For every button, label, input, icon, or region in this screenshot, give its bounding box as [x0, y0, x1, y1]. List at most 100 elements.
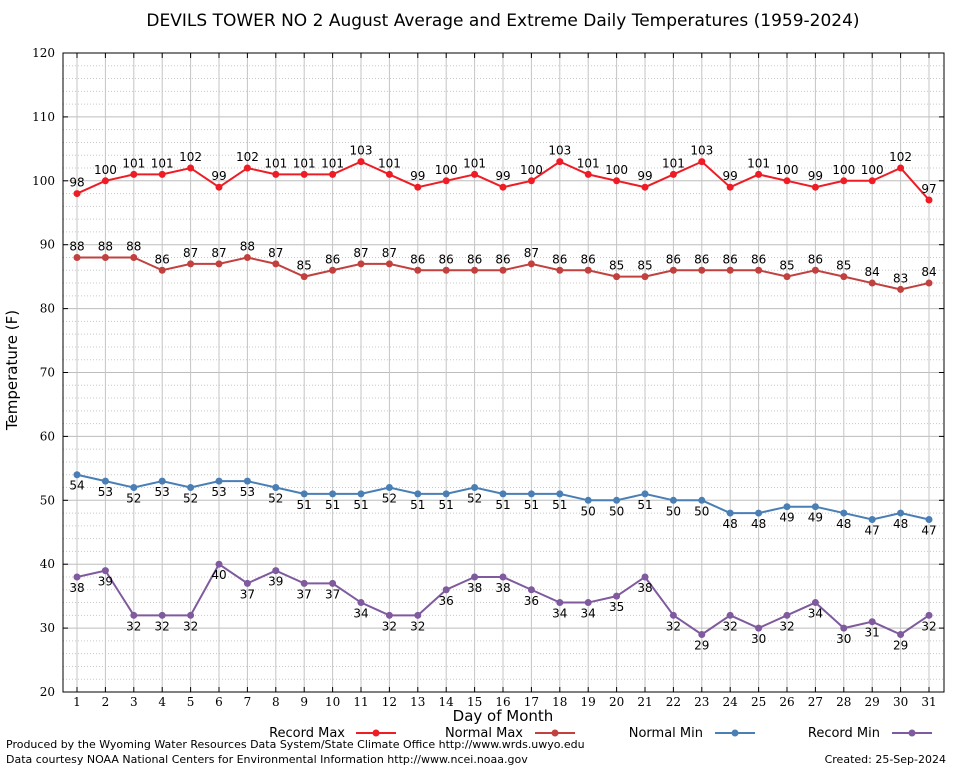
y-tick-label: 50 — [40, 493, 55, 507]
record-max-point — [811, 183, 819, 191]
x-tick-label: 17 — [524, 695, 539, 709]
normal-max-data-label: 88 — [126, 239, 141, 253]
x-tick-label: 8 — [272, 695, 280, 709]
normal-min-point — [329, 490, 337, 498]
x-tick-label: 7 — [244, 695, 252, 709]
normal-max-data-label: 85 — [637, 259, 652, 273]
normal-min-data-label: 52 — [382, 492, 397, 506]
normal-min-data-label: 51 — [353, 498, 368, 512]
x-tick-label: 2 — [102, 695, 110, 709]
record-min-data-label: 32 — [410, 619, 425, 633]
normal-min-point — [73, 471, 81, 479]
normal-min-point — [897, 509, 905, 517]
legend-label-record-min: Record Min — [808, 726, 880, 741]
normal-min-data-label: 50 — [581, 504, 596, 518]
record-max-data-label: 98 — [69, 176, 84, 190]
record-min-data-label: 36 — [524, 594, 539, 608]
normal-max-data-label: 86 — [325, 252, 340, 266]
normal-max-point — [897, 285, 905, 293]
record-min-point — [385, 611, 393, 619]
record-max-data-label: 101 — [321, 156, 344, 170]
record-max-point — [669, 170, 677, 178]
x-axis-label: Day of Month — [453, 707, 554, 725]
record-max-data-label: 102 — [889, 150, 912, 164]
normal-min-data-label: 53 — [240, 485, 255, 499]
record-max-point — [783, 177, 791, 185]
record-min-point — [584, 599, 592, 607]
normal-min-point — [187, 484, 195, 492]
record-max-data-label: 100 — [605, 163, 628, 177]
record-min-point — [641, 573, 649, 581]
legend-marker-normal-max — [551, 729, 559, 737]
record-min-point — [726, 611, 734, 619]
normal-min-data-label: 48 — [723, 517, 738, 531]
normal-min-data-label: 48 — [893, 517, 908, 531]
normal-max-data-label: 85 — [609, 259, 624, 273]
record-min-data-label: 30 — [836, 632, 851, 646]
legend-marker-record-max — [372, 729, 380, 737]
normal-min-point — [783, 503, 791, 511]
y-tick-label: 80 — [40, 302, 55, 316]
footer-producer: Produced by the Wyoming Water Resources … — [6, 738, 585, 751]
record-max-data-label: 102 — [236, 150, 259, 164]
y-tick-label: 100 — [32, 174, 55, 188]
normal-max-data-label: 83 — [893, 271, 908, 285]
record-max-point — [613, 177, 621, 185]
normal-min-point — [101, 477, 109, 485]
x-tick-label: 14 — [439, 695, 455, 709]
record-max-point — [527, 177, 535, 185]
normal-min-data-label: 50 — [666, 504, 681, 518]
x-tick-label: 26 — [779, 695, 794, 709]
y-tick-label: 60 — [40, 429, 55, 443]
record-min-point — [442, 586, 450, 594]
record-max-data-label: 101 — [463, 156, 486, 170]
record-min-data-label: 38 — [637, 581, 652, 595]
record-max-data-label: 101 — [122, 156, 145, 170]
legend-label-normal-min: Normal Min — [629, 726, 703, 741]
record-min-data-label: 29 — [893, 638, 908, 652]
record-max-data-label: 100 — [94, 163, 117, 177]
normal-min-data-label: 52 — [467, 492, 482, 506]
normal-min-data-label: 52 — [183, 492, 198, 506]
normal-max-point — [272, 260, 280, 268]
normal-min-point — [556, 490, 564, 498]
normal-min-data-label: 50 — [694, 504, 709, 518]
x-tick-label: 12 — [382, 695, 397, 709]
normal-max-data-label: 87 — [524, 246, 539, 260]
record-max-data-label: 100 — [520, 163, 543, 177]
record-min-data-label: 29 — [694, 638, 709, 652]
normal-max-data-label: 88 — [240, 239, 255, 253]
record-max-data-label: 99 — [211, 169, 226, 183]
record-max-point — [73, 190, 81, 198]
record-min-data-label: 35 — [609, 600, 624, 614]
normal-max-point — [783, 273, 791, 281]
record-max-point — [243, 164, 251, 172]
normal-min-data-label: 51 — [439, 498, 454, 512]
normal-max-point — [556, 266, 564, 274]
y-tick-label: 40 — [40, 557, 55, 571]
x-tick-label: 27 — [808, 695, 823, 709]
record-min-data-label: 37 — [325, 587, 340, 601]
normal-max-point — [101, 253, 109, 261]
record-min-point — [499, 573, 507, 581]
normal-max-point — [442, 266, 450, 274]
normal-min-data-label: 53 — [98, 485, 113, 499]
record-min-point — [130, 611, 138, 619]
record-max-point — [726, 183, 734, 191]
record-max-data-label: 99 — [723, 169, 738, 183]
normal-max-point — [584, 266, 592, 274]
x-tick-label: 4 — [158, 695, 166, 709]
record-max-point — [442, 177, 450, 185]
record-max-data-label: 99 — [637, 169, 652, 183]
record-max-point — [499, 183, 507, 191]
normal-max-data-label: 86 — [694, 252, 709, 266]
record-max-data-label: 99 — [495, 169, 510, 183]
normal-max-data-label: 87 — [353, 246, 368, 260]
normal-min-data-label: 50 — [609, 504, 624, 518]
legend: Record Max Normal Max Normal Min Record Min — [269, 726, 932, 741]
record-min-point — [272, 567, 280, 575]
normal-max-point — [669, 266, 677, 274]
normal-min-point — [442, 490, 450, 498]
record-min-data-label: 38 — [467, 581, 482, 595]
x-tick-label: 6 — [215, 695, 223, 709]
